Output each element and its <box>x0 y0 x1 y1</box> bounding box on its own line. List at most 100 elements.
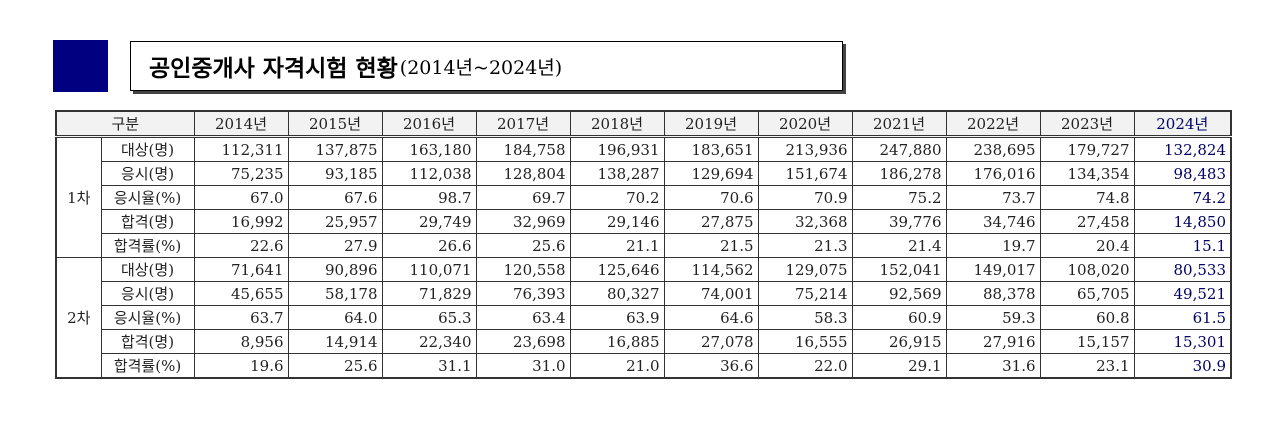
table-cell: 138,287 <box>569 161 665 186</box>
table-cell: 26,915 <box>851 329 947 354</box>
table-cell: 63.7 <box>193 305 289 330</box>
table-cell: 186,278 <box>851 161 947 186</box>
table-cell: 64.0 <box>287 305 383 330</box>
header-year: 2021년 <box>851 110 947 138</box>
table-cell: 8,956 <box>193 329 289 354</box>
header-year: 2015년 <box>287 110 383 138</box>
header-year: 2016년 <box>381 110 477 138</box>
header-year: 2023년 <box>1039 110 1135 138</box>
table-cell: 14,850 <box>1133 209 1232 234</box>
table-cell: 75.2 <box>851 185 947 210</box>
table-row: 응시(명) 75,235 93,185 112,038 128,804 138,287 12… <box>56 161 1232 186</box>
table-cell: 49,521 <box>1133 281 1232 306</box>
table-cell: 179,727 <box>1039 136 1135 162</box>
table-cell: 152,041 <box>851 257 947 282</box>
table-row: 합격률(%) 19.6 25.6 31.1 31.0 21.0 36.6 22.0 29.1 31… <box>56 353 1232 379</box>
table-cell: 64.6 <box>663 305 759 330</box>
table-cell: 23.1 <box>1039 353 1135 379</box>
table-cell: 45,655 <box>193 281 289 306</box>
table-cell: 149,017 <box>945 257 1041 282</box>
table-cell: 16,555 <box>757 329 853 354</box>
table-cell: 75,235 <box>193 161 289 186</box>
table-cell: 27,916 <box>945 329 1041 354</box>
row-label: 응시율(%) <box>100 305 195 330</box>
table-cell: 21.3 <box>757 233 853 258</box>
table-cell: 60.8 <box>1039 305 1135 330</box>
table-cell: 151,674 <box>757 161 853 186</box>
table-cell: 39,776 <box>851 209 947 234</box>
table-cell: 26.6 <box>381 233 477 258</box>
table-cell: 61.5 <box>1133 305 1232 330</box>
table-cell: 114,562 <box>663 257 759 282</box>
table-cell: 15,301 <box>1133 329 1232 354</box>
row-label: 대상(명) <box>100 257 195 282</box>
table-cell: 14,914 <box>287 329 383 354</box>
table-cell: 67.0 <box>193 185 289 210</box>
table-row: 응시율(%) 67.0 67.6 98.7 69.7 70.2 70.6 70.9 75.2 73… <box>56 185 1232 210</box>
table-cell: 80,327 <box>569 281 665 306</box>
table-cell: 183,651 <box>663 136 759 162</box>
table-cell: 25.6 <box>287 353 383 379</box>
table-cell: 92,569 <box>851 281 947 306</box>
row-label: 합격률(%) <box>100 233 195 258</box>
table-cell: 59.3 <box>945 305 1041 330</box>
table-cell: 90,896 <box>287 257 383 282</box>
table-cell: 108,020 <box>1039 257 1135 282</box>
table-cell: 238,695 <box>945 136 1041 162</box>
table-row: 합격률(%) 22.6 27.9 26.6 25.6 21.1 21.5 21.3 21.4 19… <box>56 233 1232 258</box>
table-cell: 27.9 <box>287 233 383 258</box>
row-label: 합격(명) <box>100 329 195 354</box>
table-cell: 31.6 <box>945 353 1041 379</box>
table-cell: 75,214 <box>757 281 853 306</box>
group-label: 2차 <box>55 257 102 379</box>
table-cell: 34,746 <box>945 209 1041 234</box>
header-year: 2018년 <box>569 110 665 138</box>
table-cell: 20.4 <box>1039 233 1135 258</box>
table-cell: 110,071 <box>381 257 477 282</box>
table-cell: 16,992 <box>193 209 289 234</box>
table-cell: 120,558 <box>475 257 571 282</box>
table-cell: 71,641 <box>193 257 289 282</box>
table-cell: 27,078 <box>663 329 759 354</box>
table-cell: 74,001 <box>663 281 759 306</box>
table-cell: 23,698 <box>475 329 571 354</box>
table-cell: 21.5 <box>663 233 759 258</box>
table-cell: 74.2 <box>1133 185 1232 210</box>
table-cell: 22.6 <box>193 233 289 258</box>
table-cell: 70.2 <box>569 185 665 210</box>
header-year: 2020년 <box>757 110 853 138</box>
table-cell: 22.0 <box>757 353 853 379</box>
table-cell: 71,829 <box>381 281 477 306</box>
table-cell: 21.4 <box>851 233 947 258</box>
header-row: 구분 2014년 2015년 2016년 2017년 2018년 2019년 2020년 20… <box>55 110 1232 138</box>
table-cell: 196,931 <box>569 136 665 162</box>
table-cell: 70.9 <box>757 185 853 210</box>
table-cell: 31.1 <box>381 353 477 379</box>
table-cell: 65.3 <box>381 305 477 330</box>
header-category: 구분 <box>55 110 195 138</box>
table-cell: 163,180 <box>381 136 477 162</box>
header-year: 2017년 <box>475 110 571 138</box>
table-cell: 30.9 <box>1133 353 1232 379</box>
exam-status-table: 구분 2014년 2015년 2016년 2017년 2018년 2019년 2020년 20… <box>55 110 1233 379</box>
table-cell: 21.0 <box>569 353 665 379</box>
table-cell: 73.7 <box>945 185 1041 210</box>
table-cell: 31.0 <box>475 353 571 379</box>
table-cell: 69.7 <box>475 185 571 210</box>
table-cell: 98,483 <box>1133 161 1232 186</box>
table-cell: 58.3 <box>757 305 853 330</box>
table-cell: 184,758 <box>475 136 571 162</box>
table-cell: 137,875 <box>287 136 383 162</box>
table-cell: 25,957 <box>287 209 383 234</box>
table-cell: 70.6 <box>663 185 759 210</box>
table-cell: 76,393 <box>475 281 571 306</box>
table-cell: 16,885 <box>569 329 665 354</box>
table-row: 2차 대상(명) 71,641 90,896 110,071 120,558 125,646… <box>55 257 1232 379</box>
table-cell: 27,458 <box>1039 209 1135 234</box>
table-cell: 125,646 <box>569 257 665 282</box>
table-row: 합격(명) 16,992 25,957 29,749 32,969 29,146 27,87… <box>56 209 1232 234</box>
table-cell: 63.9 <box>569 305 665 330</box>
table-cell: 25.6 <box>475 233 571 258</box>
table-cell: 32,368 <box>757 209 853 234</box>
table-cell: 93,185 <box>287 161 383 186</box>
